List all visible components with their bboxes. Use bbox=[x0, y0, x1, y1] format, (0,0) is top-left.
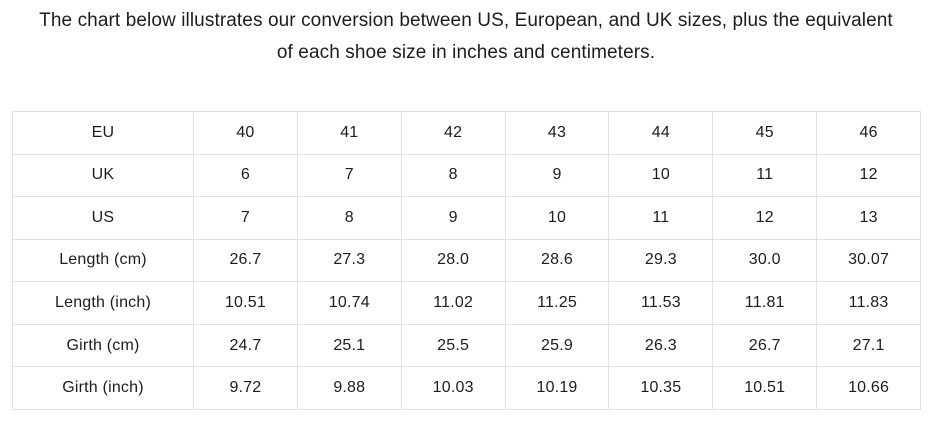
row-label: Girth (inch) bbox=[12, 366, 194, 410]
size-table-body: EU 40 41 42 43 44 45 46 UK 6 7 8 9 10 11 12 US 7 8 9 10 11 12 1… bbox=[12, 111, 922, 410]
value-cell: 11.81 bbox=[712, 281, 818, 325]
table-row: US 7 8 9 10 11 12 13 bbox=[12, 196, 922, 240]
value-cell: 30.0 bbox=[712, 238, 818, 283]
value-cell: 12 bbox=[712, 196, 818, 240]
value-cell: 11 bbox=[712, 153, 818, 198]
value-cell: 11.25 bbox=[504, 281, 610, 325]
value-cell: 7 bbox=[193, 196, 298, 240]
value-cell: 25.1 bbox=[296, 323, 402, 368]
value-cell: 26.7 bbox=[712, 323, 818, 368]
value-cell: 11 bbox=[608, 196, 714, 240]
value-cell: 10.51 bbox=[193, 281, 298, 325]
value-cell: 45 bbox=[712, 111, 818, 155]
table-row: Length (inch) 10.51 10.74 11.02 11.25 11.53 11… bbox=[12, 281, 922, 325]
value-cell: 10.19 bbox=[504, 366, 610, 410]
intro-caption-line-2: of each shoe size in inches and centimet… bbox=[276, 42, 656, 63]
value-cell: 28.0 bbox=[400, 238, 506, 283]
value-cell: 25.5 bbox=[400, 323, 506, 368]
row-label: Length (cm) bbox=[12, 238, 194, 283]
table-row: EU 40 41 42 43 44 45 46 bbox=[12, 111, 922, 155]
value-cell: 8 bbox=[296, 196, 402, 240]
value-cell: 41 bbox=[296, 111, 402, 155]
value-cell: 46 bbox=[816, 111, 922, 155]
value-cell: 7 bbox=[296, 153, 402, 198]
row-label: Length (inch) bbox=[12, 281, 194, 325]
value-cell: 13 bbox=[816, 196, 922, 240]
value-cell: 27.3 bbox=[296, 238, 402, 283]
intro-caption-line-1: The chart below illustrates our conversi… bbox=[39, 10, 893, 31]
value-cell: 11.02 bbox=[400, 281, 506, 325]
row-label: EU bbox=[12, 111, 194, 155]
value-cell: 10.35 bbox=[608, 366, 714, 410]
value-cell: 30.07 bbox=[816, 238, 922, 283]
value-cell: 9.88 bbox=[296, 366, 402, 410]
value-cell: 9 bbox=[400, 196, 506, 240]
table-row: Girth (cm) 24.7 25.1 25.5 25.9 26.3 26.7 27.1 bbox=[12, 323, 922, 368]
value-cell: 9.72 bbox=[193, 366, 298, 410]
row-label: US bbox=[12, 196, 194, 240]
value-cell: 6 bbox=[193, 153, 298, 198]
value-cell: 8 bbox=[400, 153, 506, 198]
value-cell: 10.03 bbox=[400, 366, 506, 410]
value-cell: 24.7 bbox=[193, 323, 298, 368]
value-cell: 26.3 bbox=[608, 323, 714, 368]
value-cell: 25.9 bbox=[504, 323, 610, 368]
value-cell: 10 bbox=[504, 196, 610, 240]
value-cell: 10.66 bbox=[816, 366, 922, 410]
value-cell: 44 bbox=[608, 111, 714, 155]
table-row: Length (cm) 26.7 27.3 28.0 28.6 29.3 30.0 30.07 bbox=[12, 238, 922, 283]
row-label: UK bbox=[12, 153, 194, 198]
value-cell: 12 bbox=[816, 153, 922, 198]
size-conversion-table: EU 40 41 42 43 44 45 46 UK 6 7 8 9 10 11 12 US 7 8 9 10 11 12 1… bbox=[12, 111, 922, 410]
value-cell: 11.83 bbox=[816, 281, 922, 325]
value-cell: 43 bbox=[504, 111, 610, 155]
intro-caption: The chart below illustrates our conversi… bbox=[0, 0, 932, 69]
table-row: Girth (inch) 9.72 9.88 10.03 10.19 10.35 10.51… bbox=[12, 366, 922, 410]
value-cell: 10 bbox=[608, 153, 714, 198]
row-label: Girth (cm) bbox=[12, 323, 194, 368]
table-row: UK 6 7 8 9 10 11 12 bbox=[12, 153, 922, 198]
value-cell: 42 bbox=[400, 111, 506, 155]
value-cell: 11.53 bbox=[608, 281, 714, 325]
value-cell: 9 bbox=[504, 153, 610, 198]
value-cell: 40 bbox=[193, 111, 298, 155]
value-cell: 28.6 bbox=[504, 238, 610, 283]
value-cell: 26.7 bbox=[193, 238, 298, 283]
value-cell: 10.74 bbox=[296, 281, 402, 325]
value-cell: 29.3 bbox=[608, 238, 714, 283]
value-cell: 27.1 bbox=[816, 323, 922, 368]
value-cell: 10.51 bbox=[712, 366, 818, 410]
